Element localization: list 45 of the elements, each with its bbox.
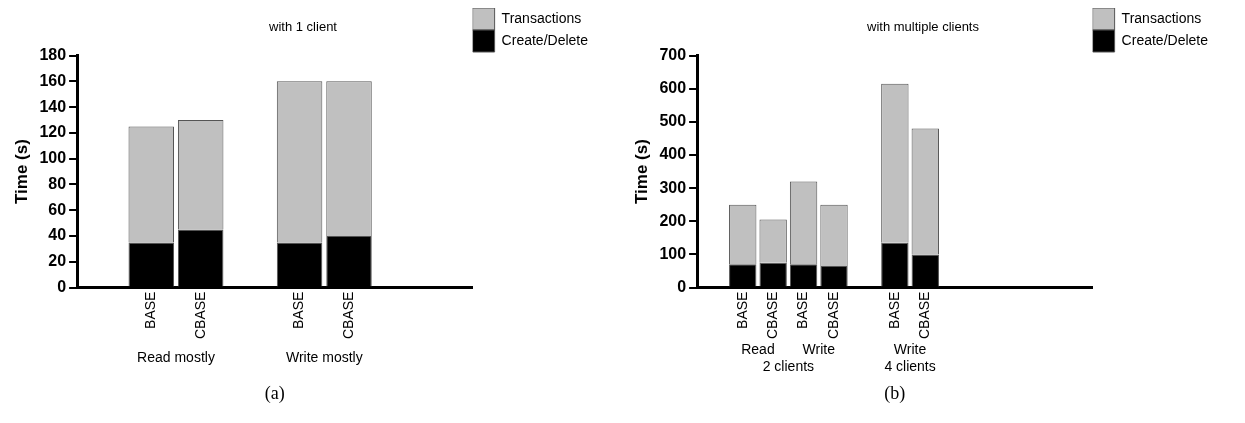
text: Write	[893, 340, 927, 357]
x-tick-label: BASE	[885, 291, 902, 329]
x-tick-label: CBASE	[339, 291, 356, 340]
text: (a)	[264, 382, 285, 404]
text: (b)	[884, 382, 906, 404]
text: Read mostly	[137, 348, 215, 365]
text: Write mostly	[285, 348, 363, 365]
y-tick-label: 180	[39, 46, 67, 64]
y-tick-label: 0	[57, 277, 67, 295]
text: Write	[802, 340, 836, 357]
y-tick-label: 80	[48, 174, 67, 192]
legend-label: Transactions	[501, 9, 582, 26]
y-axis-title: Time (s)	[11, 139, 31, 205]
y-tick-label: 700	[659, 46, 687, 64]
legend-label: Transactions	[1121, 9, 1202, 26]
x-tick-label: BASE	[733, 291, 750, 329]
y-tick-label: 140	[39, 97, 67, 115]
y-tick-label: 160	[39, 71, 67, 89]
y-tick-label: 20	[48, 252, 67, 270]
x-tick-label: CBASE	[191, 291, 208, 340]
chart-title: with 1 client	[268, 19, 338, 35]
y-tick-label: 60	[48, 200, 67, 218]
y-tick-label: 500	[659, 112, 687, 130]
y-tick-label: 300	[659, 178, 687, 196]
x-tick-label: BASE	[142, 291, 159, 329]
text: Read	[741, 340, 775, 357]
x-tick-label: CBASE	[916, 291, 933, 340]
y-tick-label: 0	[677, 277, 687, 295]
y-tick-label: 100	[39, 149, 67, 167]
chart-title: with multiple clients	[866, 19, 980, 35]
x-tick-label: BASE	[794, 291, 811, 329]
x-tick-label: BASE	[290, 291, 307, 329]
x-tick-label: CBASE	[824, 291, 841, 340]
x-tick-label: CBASE	[764, 291, 781, 340]
legend-label: Create/Delete	[501, 31, 589, 48]
text: 2 clients	[762, 357, 815, 374]
legend-label: Create/Delete	[1121, 31, 1209, 48]
text: 4 clients	[884, 357, 936, 374]
y-tick-label: 120	[39, 123, 67, 141]
y-tick-label: 400	[659, 145, 687, 163]
y-tick-label: 100	[659, 244, 687, 262]
y-tick-label: 200	[659, 211, 687, 229]
y-axis-title: Time (s)	[631, 139, 651, 205]
y-tick-label: 40	[48, 226, 67, 244]
y-tick-label: 600	[659, 79, 687, 97]
